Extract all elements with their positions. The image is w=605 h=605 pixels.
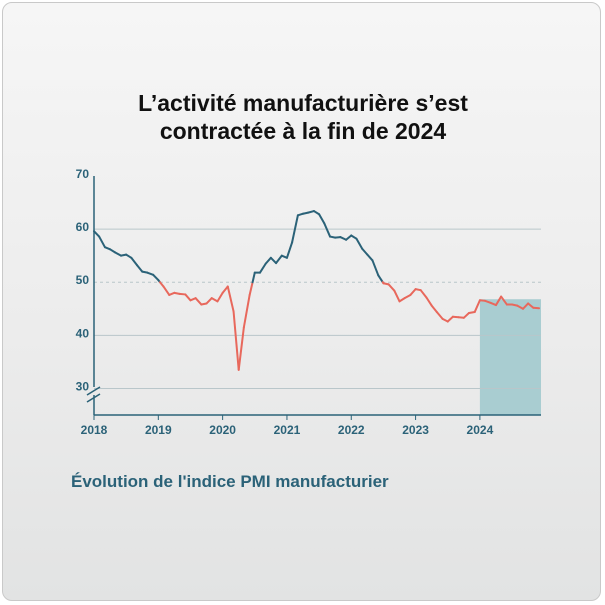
pmi-line-segment-73-0: [484, 299, 492, 304]
pmi-line-segment-61-0: [419, 289, 428, 299]
pmi-line-segment-23-0: [216, 291, 224, 303]
pmi-line-segment-37-0: [291, 214, 299, 244]
pmi-line-segment-42-0: [318, 213, 326, 225]
pmi-line-segment-17-0: [184, 293, 192, 302]
pmi-line-segment-66-0: [446, 315, 454, 323]
pmi-line-segment-29-0: [248, 281, 254, 296]
x-tick-label-2018: 2018: [81, 423, 108, 437]
pmi-line-segment-8-0: [136, 264, 144, 273]
pmi-line-segment-48-0: [350, 234, 358, 240]
pmi-line-segment-59-0: [409, 288, 417, 296]
pmi-line-segment-1-0: [98, 235, 106, 249]
pmi-line-segment-34-0: [275, 254, 283, 265]
pmi-line-chart: 30 40 50 60 70 2018 2019 2020 2021 2022 2023 2024: [76, 167, 541, 437]
pmi-line-layer: [93, 210, 541, 371]
pmi-line-segment-29-1: [251, 271, 256, 284]
pmi-line-segment-46-0: [339, 236, 348, 241]
highlight-2024-layer: [479, 299, 541, 415]
x-tick-label-2022: 2022: [338, 423, 365, 437]
pmi-line-segment-0-0: [93, 230, 101, 238]
pmi-line-segment-10-0: [146, 271, 155, 276]
x-tick-label-2020: 2020: [209, 423, 236, 437]
pmi-line-segment-26-0: [232, 310, 240, 371]
pmi-line-segment-7-0: [130, 256, 139, 267]
x-tick-label-2024: 2024: [467, 423, 494, 437]
pmi-line-segment-43-0: [323, 222, 332, 238]
pmi-line-segment-40-0: [307, 210, 315, 214]
gridlines-layer: [94, 228, 541, 389]
chart-title-line-1: L’activité manufacturière s’est: [138, 90, 468, 116]
pmi-line-segment-31-0: [258, 262, 267, 274]
pmi-line-segment-81-0: [527, 302, 535, 309]
pmi-line-segment-27-0: [237, 326, 245, 371]
y-tick-label-30: 30: [76, 379, 90, 393]
x-tick-label-2021: 2021: [274, 423, 301, 437]
chart-title-line-2: contractée à la fin de 2024: [159, 118, 447, 144]
pmi-line-segment-24-0: [221, 285, 229, 294]
y-tick-label-70: 70: [76, 167, 90, 181]
pmi-line-segment-57-0: [398, 297, 406, 303]
pmi-line-segment-47-0: [345, 234, 353, 241]
pmi-line-segment-41-0: [312, 210, 321, 216]
pmi-line-segment-75-0: [494, 295, 503, 307]
pmi-line-segment-22-0: [210, 297, 219, 303]
axes-layer: [86, 176, 541, 420]
pmi-line-segment-63-0: [430, 304, 438, 313]
axis-break-mark: [86, 386, 101, 403]
y-tick-label-60: 60: [76, 220, 90, 234]
pmi-line-segment-79-0: [516, 304, 524, 310]
y-tick-label-40: 40: [76, 326, 90, 340]
pmi-line-segment-50-0: [361, 247, 369, 256]
pmi-line-segment-4-0: [114, 251, 123, 257]
pmi-line-segment-53-0: [377, 274, 384, 284]
pmi-line-segment-64-0: [435, 310, 444, 320]
tick-labels-layer: 30 40 50 60 70 2018 2019 2020 2021 2022 2023 2024: [76, 167, 494, 437]
chart-subtitle: Évolution de l'indice PMI manufacturier: [71, 472, 389, 491]
pmi-line-segment-49-0: [355, 237, 364, 250]
pmi-line-segment-19-0: [194, 297, 203, 306]
pmi-line-segment-11-0: [152, 273, 160, 282]
highlight-band-2024: [479, 299, 541, 415]
pmi-line-segment-62-0: [425, 296, 433, 307]
pmi-line-segment-36-0: [285, 241, 294, 259]
pmi-line-segment-6-0: [125, 253, 133, 259]
x-tick-label-2023: 2023: [402, 423, 429, 437]
chart-title: L’activité manufacturière s’est contract…: [63, 89, 543, 145]
pmi-line-segment-71-0: [473, 299, 481, 313]
pmi-line-segment-82-0: [532, 306, 541, 310]
pmi-line-segment-55-0: [387, 283, 396, 292]
pmi-line-segment-76-0: [500, 295, 508, 306]
pmi-line-segment-3-0: [109, 248, 117, 254]
x-tick-label-2019: 2019: [145, 423, 172, 437]
y-tick-label-50: 50: [76, 273, 90, 287]
pmi-line-segment-32-0: [264, 256, 272, 265]
pmi-line-segment-69-0: [462, 312, 470, 319]
pmi-line-segment-51-0: [366, 253, 374, 262]
pmi-line-segment-21-0: [205, 297, 213, 305]
pmi-line-segment-25-0: [226, 285, 235, 313]
pmi-line-segment-58-0: [403, 293, 412, 300]
pmi-line-segment-52-0: [371, 259, 380, 277]
pmi-line-segment-28-0: [242, 293, 251, 329]
pmi-line-segment-33-0: [269, 256, 278, 265]
pmi-line-segment-80-0: [521, 302, 530, 310]
pmi-line-segment-56-0: [393, 289, 401, 303]
pmi-line-segment-13-0: [162, 285, 171, 296]
